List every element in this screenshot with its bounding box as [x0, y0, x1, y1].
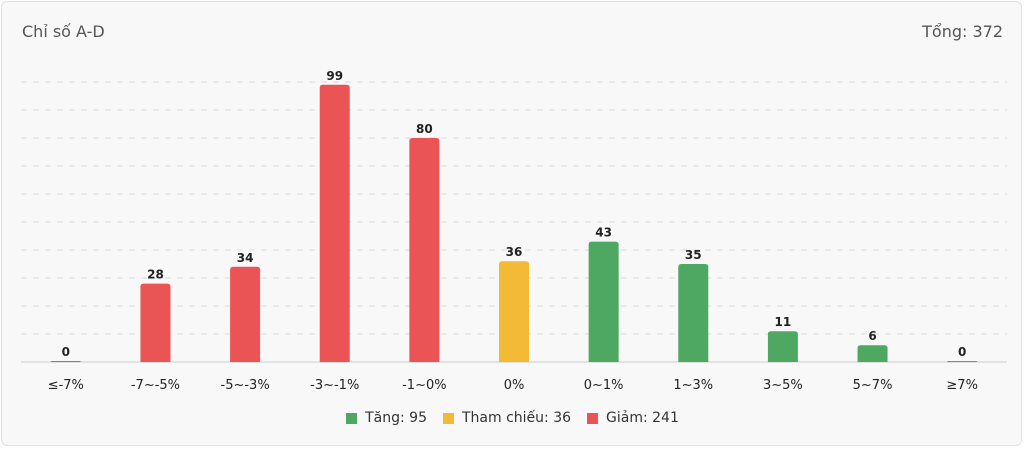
legend-item[interactable]: Giảm: 241	[587, 410, 679, 426]
chart-title: Chỉ số A-D	[22, 22, 105, 41]
bar[interactable]	[857, 345, 888, 362]
bar[interactable]	[50, 361, 81, 362]
legend-label: Giảm: 241	[606, 410, 679, 426]
legend-label: Tham chiếu: 36	[462, 410, 572, 426]
bar-value-label: 6	[868, 329, 876, 343]
x-tick-label: 1~3%	[673, 378, 713, 393]
bar[interactable]	[767, 331, 798, 362]
legend-swatch	[443, 412, 454, 424]
x-tick-label: 5~7%	[853, 378, 893, 393]
legend-label: Tăng: 95	[365, 410, 427, 426]
bar[interactable]	[678, 264, 709, 362]
bar-value-label: 28	[147, 268, 164, 282]
bar[interactable]	[230, 266, 261, 362]
bar-value-label: 11	[775, 315, 792, 329]
value-labels: 0 28 34 99 80 36 43 35 11 6 0	[62, 69, 967, 359]
bar-value-label: 0	[62, 345, 70, 359]
x-tick-label: 3~5%	[763, 378, 803, 393]
total-count: Tổng: 372	[922, 22, 1003, 41]
x-tick-label: -3~-1%	[310, 378, 359, 393]
x-tick-label: -7~-5%	[131, 378, 180, 393]
bar[interactable]	[947, 361, 978, 362]
bar-value-label: 34	[237, 251, 254, 265]
x-tick-label: -5~-3%	[221, 378, 270, 393]
legend-swatch	[587, 412, 599, 424]
bar-value-label: 0	[958, 345, 966, 359]
bar-value-label: 35	[685, 248, 702, 262]
bar[interactable]	[140, 283, 171, 362]
legend-item[interactable]: Tăng: 95	[346, 410, 427, 426]
bar[interactable]	[499, 261, 529, 362]
bar-value-label: 80	[416, 122, 433, 136]
x-tick-label: ≥7%	[946, 378, 978, 393]
bar-value-label: 36	[506, 245, 523, 259]
legend-item[interactable]: Tham chiếu: 36	[443, 410, 571, 426]
bar[interactable]	[319, 84, 350, 363]
x-tick-label: -1~0%	[402, 378, 446, 393]
bar[interactable]	[588, 241, 619, 362]
x-tick-label: 0%	[504, 378, 525, 393]
bar[interactable]	[409, 138, 440, 362]
category-labels: ≤-7% -7~-5% -5~-3% -3~-1% -1~0% 0% 0~1% 1~3% 3~5…	[48, 378, 978, 393]
bars	[50, 84, 978, 363]
legend-swatch	[346, 412, 358, 424]
x-tick-label: 0~1%	[584, 378, 624, 393]
legend: Tăng: 95 Tham chiếu: 36 Giảm: 241	[2, 410, 1023, 428]
x-tick-label: ≤-7%	[48, 378, 84, 393]
bar-value-label: 43	[595, 226, 612, 240]
bar-value-label: 99	[326, 69, 343, 83]
